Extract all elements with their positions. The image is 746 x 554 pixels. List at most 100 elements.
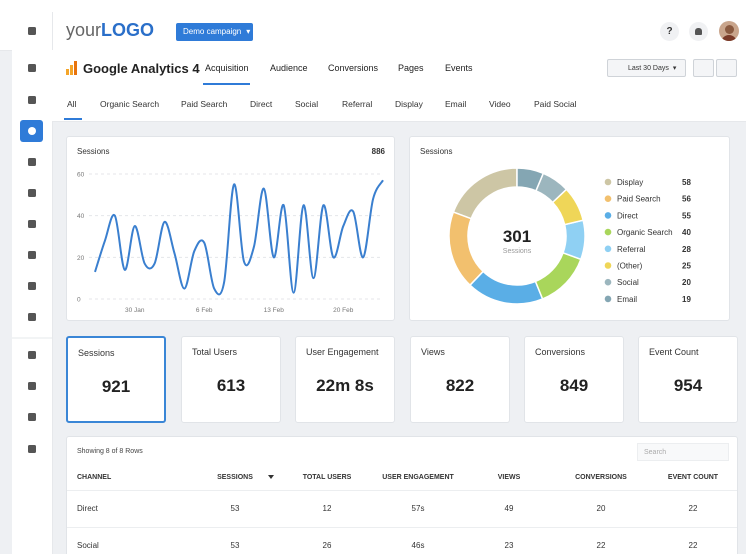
kpi-card[interactable]: Conversions 849 (524, 336, 624, 423)
nav-tab[interactable]: Acquisition (205, 63, 249, 73)
table-cell: 22 (688, 541, 698, 550)
kpi-label: User Engagement (306, 347, 379, 357)
legend-label: Referral (617, 245, 646, 254)
subtab[interactable]: Social (295, 99, 319, 109)
column-header[interactable]: TOTAL USERS (302, 474, 352, 481)
chart-title: Sessions (420, 147, 452, 156)
logo: yourLOGO (66, 20, 154, 41)
legend-label: Paid Search (617, 195, 661, 204)
legend-value: 20 (682, 278, 691, 287)
date-button-label: Last 30 Days (628, 65, 669, 72)
subtab[interactable]: All (67, 99, 77, 109)
row-divider (67, 527, 737, 528)
help-button[interactable]: ? (660, 22, 679, 41)
kpi-card[interactable]: User Engagement 22m 8s (295, 336, 395, 423)
kpi-card[interactable]: Total Users 613 (181, 336, 281, 423)
legend-swatch (604, 178, 612, 186)
table-cell: 22 (596, 541, 606, 550)
columns-button[interactable] (693, 59, 714, 77)
date-button[interactable]: Last 30 Days ▾ (607, 59, 686, 77)
donut-segment (452, 167, 518, 220)
row-divider (67, 490, 737, 491)
legend-swatch (604, 262, 612, 269)
legend-label: Organic Search (617, 228, 673, 237)
kpi-label: Sessions (78, 348, 115, 358)
active-tab-underline (203, 83, 250, 85)
legend-value: 19 (682, 295, 691, 304)
kpi-value: 921 (101, 377, 131, 396)
table-cell: 46s (411, 541, 425, 550)
legend-label: Direct (617, 211, 639, 220)
subtab[interactable]: Display (395, 99, 423, 109)
kpi-value: 613 (216, 376, 246, 395)
donut-segment (562, 219, 586, 261)
table-cell: 22 (688, 504, 698, 513)
legend-label: Social (617, 278, 639, 287)
campaign-button[interactable]: Demo campaign ▾ (176, 23, 253, 41)
column-header[interactable]: SESSIONS (217, 474, 253, 481)
subtab[interactable]: Video (489, 99, 511, 109)
legend-label: Email (617, 295, 637, 304)
kpi-value: 822 (445, 376, 475, 395)
line-series (94, 179, 384, 296)
kpi-label: Conversions (535, 347, 586, 357)
nav-icon (28, 351, 36, 359)
kpi-value: 849 (559, 376, 589, 395)
search-input[interactable]: Search (637, 443, 729, 461)
column-header[interactable]: VIEWS (497, 474, 521, 481)
nav-icon (28, 445, 36, 453)
legend-value: 25 (682, 262, 691, 271)
subtab[interactable]: Paid Social (534, 99, 577, 109)
x-tick-label: 20 Feb (333, 307, 354, 314)
y-tick-label: 40 (77, 213, 85, 220)
donut-segment (534, 251, 582, 300)
nav-icon (28, 251, 36, 259)
legend-value: 56 (682, 195, 691, 204)
logo-prefix: your (66, 20, 102, 40)
legend-value: 28 (682, 245, 691, 254)
notification-button[interactable] (689, 22, 708, 41)
subtab[interactable]: Paid Search (181, 99, 228, 109)
chart-title: Sessions (77, 147, 109, 156)
nav-tab[interactable]: Audience (270, 63, 308, 73)
nav-icon (28, 413, 36, 421)
legend-label: (Other) (617, 262, 643, 271)
subtab[interactable]: Referral (342, 99, 373, 109)
avatar[interactable] (719, 21, 739, 41)
active-subtab-underline (64, 118, 82, 120)
nav-icon (28, 282, 36, 290)
subtab[interactable]: Organic Search (100, 99, 160, 109)
y-tick-label: 0 (77, 297, 81, 304)
nav-icon (28, 382, 36, 390)
legend-swatch (604, 245, 612, 253)
legend-label: Display (617, 178, 643, 187)
kpi-label: Event Count (649, 347, 699, 357)
nav-tab[interactable]: Pages (398, 63, 424, 73)
kpi-card[interactable]: Event Count 954 (638, 336, 738, 423)
y-tick-label: 20 (77, 255, 85, 262)
nav-tab[interactable]: Conversions (328, 63, 379, 73)
column-header[interactable]: EVENT COUNT (667, 474, 719, 481)
line-chart: Sessions 886 0 20 40 60 30 Jan 6 Feb 13 Feb 20 Fe… (77, 147, 386, 314)
legend-swatch (604, 228, 612, 236)
legend-swatch (604, 295, 612, 303)
donut-chart: Sessions Display 58 Paid Search 56 Direct 55 Or… (420, 147, 691, 305)
nav-icon (28, 127, 36, 135)
column-header[interactable]: USER ENGAGEMENT (382, 474, 454, 481)
share-button[interactable] (716, 59, 737, 77)
chart-total: 886 (372, 147, 386, 156)
kpi-label: Total Users (192, 347, 238, 357)
nav-icon (28, 158, 36, 166)
column-header[interactable]: CONVERSIONS (575, 474, 627, 481)
kpi-card[interactable]: Views 822 (410, 336, 510, 423)
x-tick-label: 30 Jan (125, 307, 145, 314)
subtab-bar (52, 86, 746, 122)
kpi-card[interactable]: Sessions 921 (66, 336, 166, 423)
subtab[interactable]: Email (445, 99, 467, 109)
nav-tab[interactable]: Events (445, 63, 473, 73)
table-cell: Social (77, 541, 99, 550)
legend-value: 55 (682, 211, 691, 220)
subtab[interactable]: Direct (250, 99, 273, 109)
table-cell: 20 (596, 504, 606, 513)
